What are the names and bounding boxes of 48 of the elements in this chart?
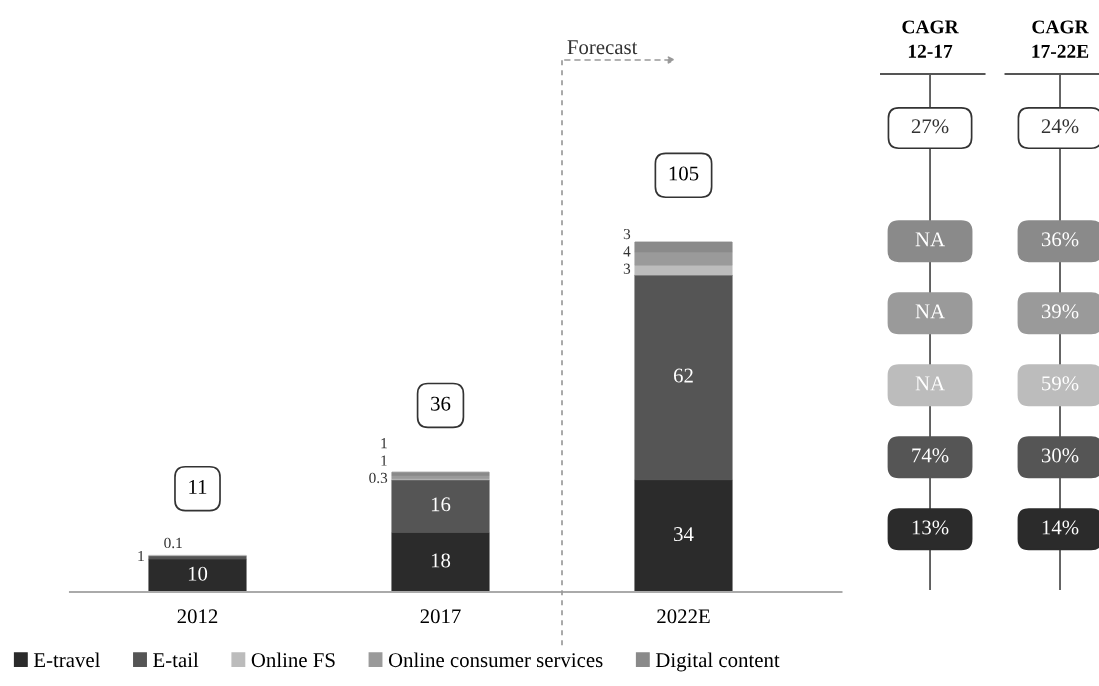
text: Forecast: [567, 40, 638, 55]
legend-label: Digital content: [655, 652, 780, 672]
bar: [148, 558, 247, 592]
legend-label: Online FS: [251, 652, 335, 668]
legend-label: E-tail: [153, 652, 199, 668]
bar: [634, 479, 733, 592]
text: 13%: [912, 520, 949, 535]
text: 36%: [1041, 232, 1079, 247]
text: NA: [915, 304, 945, 319]
category-label: CAGR 12-17: [902, 20, 959, 58]
bar: [634, 251, 733, 266]
data-label: 62: [673, 368, 693, 383]
text: NA: [915, 376, 945, 391]
text: 14%: [1042, 520, 1079, 535]
text: 27%: [911, 119, 949, 134]
legend-label: Online consumer services: [388, 652, 603, 668]
bar: [391, 532, 490, 592]
total-label: 105: [669, 166, 699, 181]
bar: [391, 479, 490, 533]
text: 39%: [1041, 304, 1079, 319]
data-label: 1: [138, 550, 144, 561]
data-label: 4: [623, 246, 631, 257]
bar: [391, 471, 490, 476]
data-label: 18: [431, 553, 451, 568]
data-label: 34: [674, 527, 694, 542]
data-label: 0.1: [164, 537, 182, 549]
data-label: 1: [381, 438, 387, 449]
text: 24%: [1041, 119, 1079, 134]
legend-label: E-travel: [33, 652, 100, 668]
data-label: 0.3: [369, 472, 388, 484]
data-label: 3: [623, 263, 631, 274]
bar: [634, 274, 733, 481]
x-tick-label: 2022E: [657, 609, 710, 624]
data-label: 1: [381, 455, 387, 466]
total-label: 36: [431, 396, 451, 411]
total-label: 11: [189, 479, 207, 494]
data-label: 3: [623, 228, 631, 240]
text: NA: [915, 232, 945, 247]
bar: [634, 264, 733, 276]
category-label: CAGR 17-22E: [1032, 20, 1089, 58]
text: 74%: [912, 448, 949, 463]
data-label: 16: [431, 497, 451, 512]
data-label: 10: [188, 566, 208, 581]
x-tick-label: 2017: [420, 609, 461, 624]
bar: [634, 241, 733, 253]
text: 59%: [1042, 376, 1079, 391]
text: 30%: [1041, 448, 1079, 463]
x-tick-label: 2012: [177, 609, 218, 624]
